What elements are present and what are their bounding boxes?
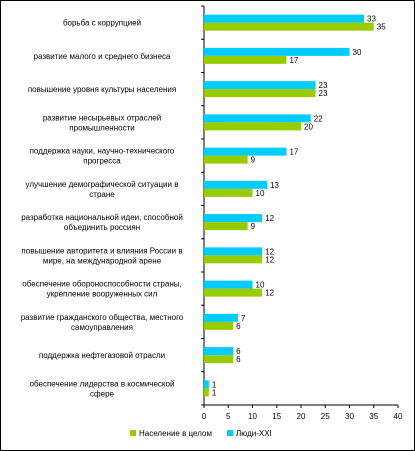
- bar-lyudi-xxi: [204, 313, 238, 322]
- bar-naselenie: [204, 255, 263, 264]
- category-label: обеспечение обороноспособности страны,: [22, 280, 181, 289]
- bar-naselenie: [204, 55, 287, 64]
- bar-naselenie: [204, 122, 301, 131]
- legend-swatch-naselenie: [130, 430, 136, 436]
- legend-label-lyudi-xxi: Люди-XXI: [236, 429, 272, 438]
- category-label: улучшение демографической ситуации в: [26, 180, 179, 189]
- bar-lyudi-xxi: [204, 14, 365, 23]
- bar-naselenie: [204, 222, 248, 231]
- x-tick-label: 35: [369, 412, 378, 421]
- bar-naselenie: [204, 22, 374, 31]
- data-label-lyudi-xxi: 23: [319, 81, 328, 90]
- bar-naselenie: [204, 321, 234, 330]
- category-label: повышение уровня культуры населения: [28, 85, 176, 94]
- category-label: повышение авторитета и влияния России в: [21, 246, 182, 255]
- data-label-lyudi-xxi: 1: [212, 380, 217, 389]
- data-label-lyudi-xxi: 12: [265, 214, 274, 223]
- x-tick-label: 15: [272, 412, 281, 421]
- bar-lyudi-xxi: [204, 114, 311, 123]
- category-label: самоуправления: [71, 323, 133, 332]
- data-label-lyudi-xxi: 13: [270, 181, 279, 190]
- bar-lyudi-xxi: [204, 47, 350, 56]
- category-label: промышленности: [69, 123, 134, 132]
- category-label: развитие гражданского общества, местного: [21, 313, 184, 322]
- category-label: мире, на международной арене: [43, 256, 162, 265]
- bar-lyudi-xxi: [204, 147, 287, 156]
- data-label-lyudi-xxi: 10: [256, 281, 265, 290]
- bar-lyudi-xxi: [204, 214, 263, 223]
- data-label-lyudi-xxi: 17: [289, 148, 298, 157]
- category-label: объединить россиян: [64, 223, 140, 232]
- bar-lyudi-xxi: [204, 180, 268, 189]
- category-label: развитие несырьевых отраслей: [43, 113, 161, 122]
- data-label-naselenie: 9: [251, 222, 256, 231]
- category-label: борьба с коррупцией: [63, 19, 141, 28]
- bar-lyudi-xxi: [204, 280, 253, 289]
- data-label-lyudi-xxi: 12: [265, 247, 274, 256]
- data-label-naselenie: 35: [377, 23, 386, 32]
- bar-naselenie: [204, 155, 248, 164]
- category-label: обеспечение лидерства в космической: [30, 379, 175, 388]
- data-label-naselenie: 20: [304, 122, 313, 131]
- bar-lyudi-xxi: [204, 380, 209, 389]
- data-label-naselenie: 6: [236, 355, 241, 364]
- data-label-naselenie: 10: [256, 189, 265, 198]
- category-label: развитие малого и среднего бизнеса: [34, 52, 172, 61]
- legend-label-naselenie: Население в целом: [139, 429, 212, 438]
- data-label-naselenie: 1: [212, 388, 217, 397]
- data-label-naselenie: 12: [265, 255, 274, 264]
- x-tick-label: 0: [202, 412, 207, 421]
- category-label: разработка национальной идеи, способной: [21, 213, 183, 222]
- category-label: укрепление вооруженных сил: [47, 290, 158, 299]
- bar-naselenie: [204, 288, 263, 297]
- data-label-naselenie: 17: [289, 56, 298, 65]
- bar-lyudi-xxi: [204, 81, 316, 90]
- x-tick-label: 5: [226, 412, 231, 421]
- bar-lyudi-xxi: [204, 247, 263, 256]
- data-label-lyudi-xxi: 33: [367, 15, 376, 24]
- data-label-naselenie: 6: [236, 322, 241, 331]
- data-label-lyudi-xxi: 22: [314, 114, 323, 123]
- category-label: прогресса: [83, 157, 121, 166]
- data-label-lyudi-xxi: 6: [236, 347, 241, 356]
- legend-swatch-lyudi-xxi: [227, 430, 233, 436]
- bar-naselenie: [204, 89, 316, 98]
- bar-naselenie: [204, 355, 234, 364]
- category-label: поддержка науки, научно-технического: [30, 147, 175, 156]
- category-label: стране: [89, 190, 115, 199]
- bar-naselenie: [204, 388, 209, 397]
- category-label: поддержка нефтегазовой отрасли: [39, 351, 165, 360]
- data-label-naselenie: 9: [251, 156, 256, 165]
- bar-naselenie: [204, 188, 253, 197]
- data-label-naselenie: 12: [265, 289, 274, 298]
- category-label: сфере: [90, 389, 114, 398]
- data-label-naselenie: 23: [319, 89, 328, 98]
- x-tick-label: 10: [248, 412, 257, 421]
- data-label-lyudi-xxi: 7: [241, 314, 246, 323]
- x-tick-label: 25: [321, 412, 330, 421]
- bar-lyudi-xxi: [204, 347, 234, 356]
- data-label-lyudi-xxi: 30: [353, 48, 362, 57]
- x-tick-label: 40: [394, 412, 403, 421]
- x-tick-label: 20: [297, 412, 306, 421]
- x-tick-label: 30: [345, 412, 354, 421]
